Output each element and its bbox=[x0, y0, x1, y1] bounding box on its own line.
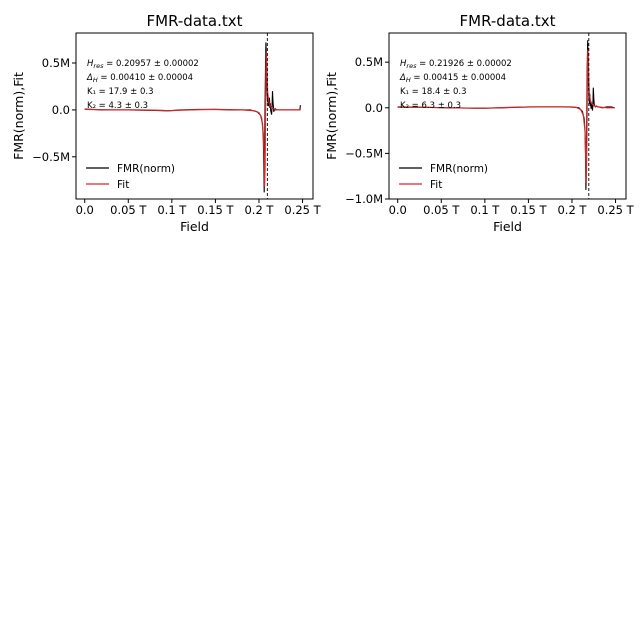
x-tick-label: 0.0 bbox=[76, 203, 94, 217]
chart-title: FMR-data.txt bbox=[460, 12, 556, 30]
x-tick-label: 0.15 T bbox=[510, 203, 547, 217]
legend: FMR(norm) Fit bbox=[399, 163, 488, 191]
x-tick-label: 0.2 T bbox=[557, 203, 587, 217]
plot-frame bbox=[388, 32, 627, 200]
fit-parameter-annotation: K₂ = 4.3 ± 0.3 bbox=[87, 101, 148, 111]
fit-parameter-annotation: Hres = 0.20957 ± 0.00002 bbox=[87, 59, 199, 70]
fit-parameter-annotation: K₂ = 6.3 ± 0.3 bbox=[400, 101, 461, 111]
y-tick-label: 0.0 bbox=[365, 101, 383, 115]
chart-panel-2: FMR-data.txt 0.0 0.05 T 0.1 T 0.15 T 0.2 T 0.2… bbox=[324, 12, 635, 234]
y-tick-label: 0.5M bbox=[42, 56, 70, 70]
y-tick-label: 0.0 bbox=[52, 103, 70, 117]
x-tick-label: 0.1 T bbox=[470, 203, 500, 217]
x-tick-label: 0.25 T bbox=[597, 203, 634, 217]
fit-parameter-annotation: ΔH = 0.00415 ± 0.00004 bbox=[399, 73, 506, 84]
x-tick-label: 0.0 bbox=[389, 203, 407, 217]
x-tick-label: 0.05 T bbox=[423, 203, 460, 217]
x-tick-label: 0.25 T bbox=[284, 203, 321, 217]
y-tick-label: −1.0M bbox=[345, 192, 383, 206]
legend-label: Fit bbox=[430, 179, 442, 191]
y-tick-label: −0.5M bbox=[345, 146, 383, 160]
plot-frame bbox=[75, 32, 314, 200]
x-tick-label: 0.1 T bbox=[157, 203, 187, 217]
y-axis-label: FMR(norm),Fit bbox=[324, 72, 339, 160]
fit-parameter-annotation: K₁ = 17.9 ± 0.3 bbox=[87, 87, 153, 97]
legend: FMR(norm) Fit bbox=[86, 163, 175, 191]
series-line-fit bbox=[84, 51, 300, 187]
x-axis-label: Field bbox=[493, 219, 522, 234]
x-axis-label: Field bbox=[180, 219, 209, 234]
chart-panel-1: FMR-data.txt 0.0 0.05 T 0.1 T 0.15 T 0.2 T 0.2… bbox=[11, 12, 322, 234]
y-axis-label: FMR(norm),Fit bbox=[11, 72, 26, 160]
y-tick-label: −0.5M bbox=[32, 150, 70, 164]
legend-label: FMR(norm) bbox=[430, 163, 488, 175]
fit-parameter-annotation: K₁ = 18.4 ± 0.3 bbox=[400, 87, 466, 97]
chart-title: FMR-data.txt bbox=[147, 12, 243, 30]
x-tick-label: 0.05 T bbox=[110, 203, 147, 217]
legend-label: FMR(norm) bbox=[117, 163, 175, 175]
y-tick-label: 0.5M bbox=[355, 55, 383, 69]
series-line-fit bbox=[397, 49, 615, 183]
fit-parameter-annotation: Hres = 0.21926 ± 0.00002 bbox=[400, 59, 512, 70]
fit-parameter-annotation: ΔH = 0.00410 ± 0.00004 bbox=[86, 73, 193, 84]
x-tick-label: 0.15 T bbox=[197, 203, 234, 217]
x-tick-label: 0.2 T bbox=[244, 203, 274, 217]
legend-label: Fit bbox=[117, 179, 129, 191]
